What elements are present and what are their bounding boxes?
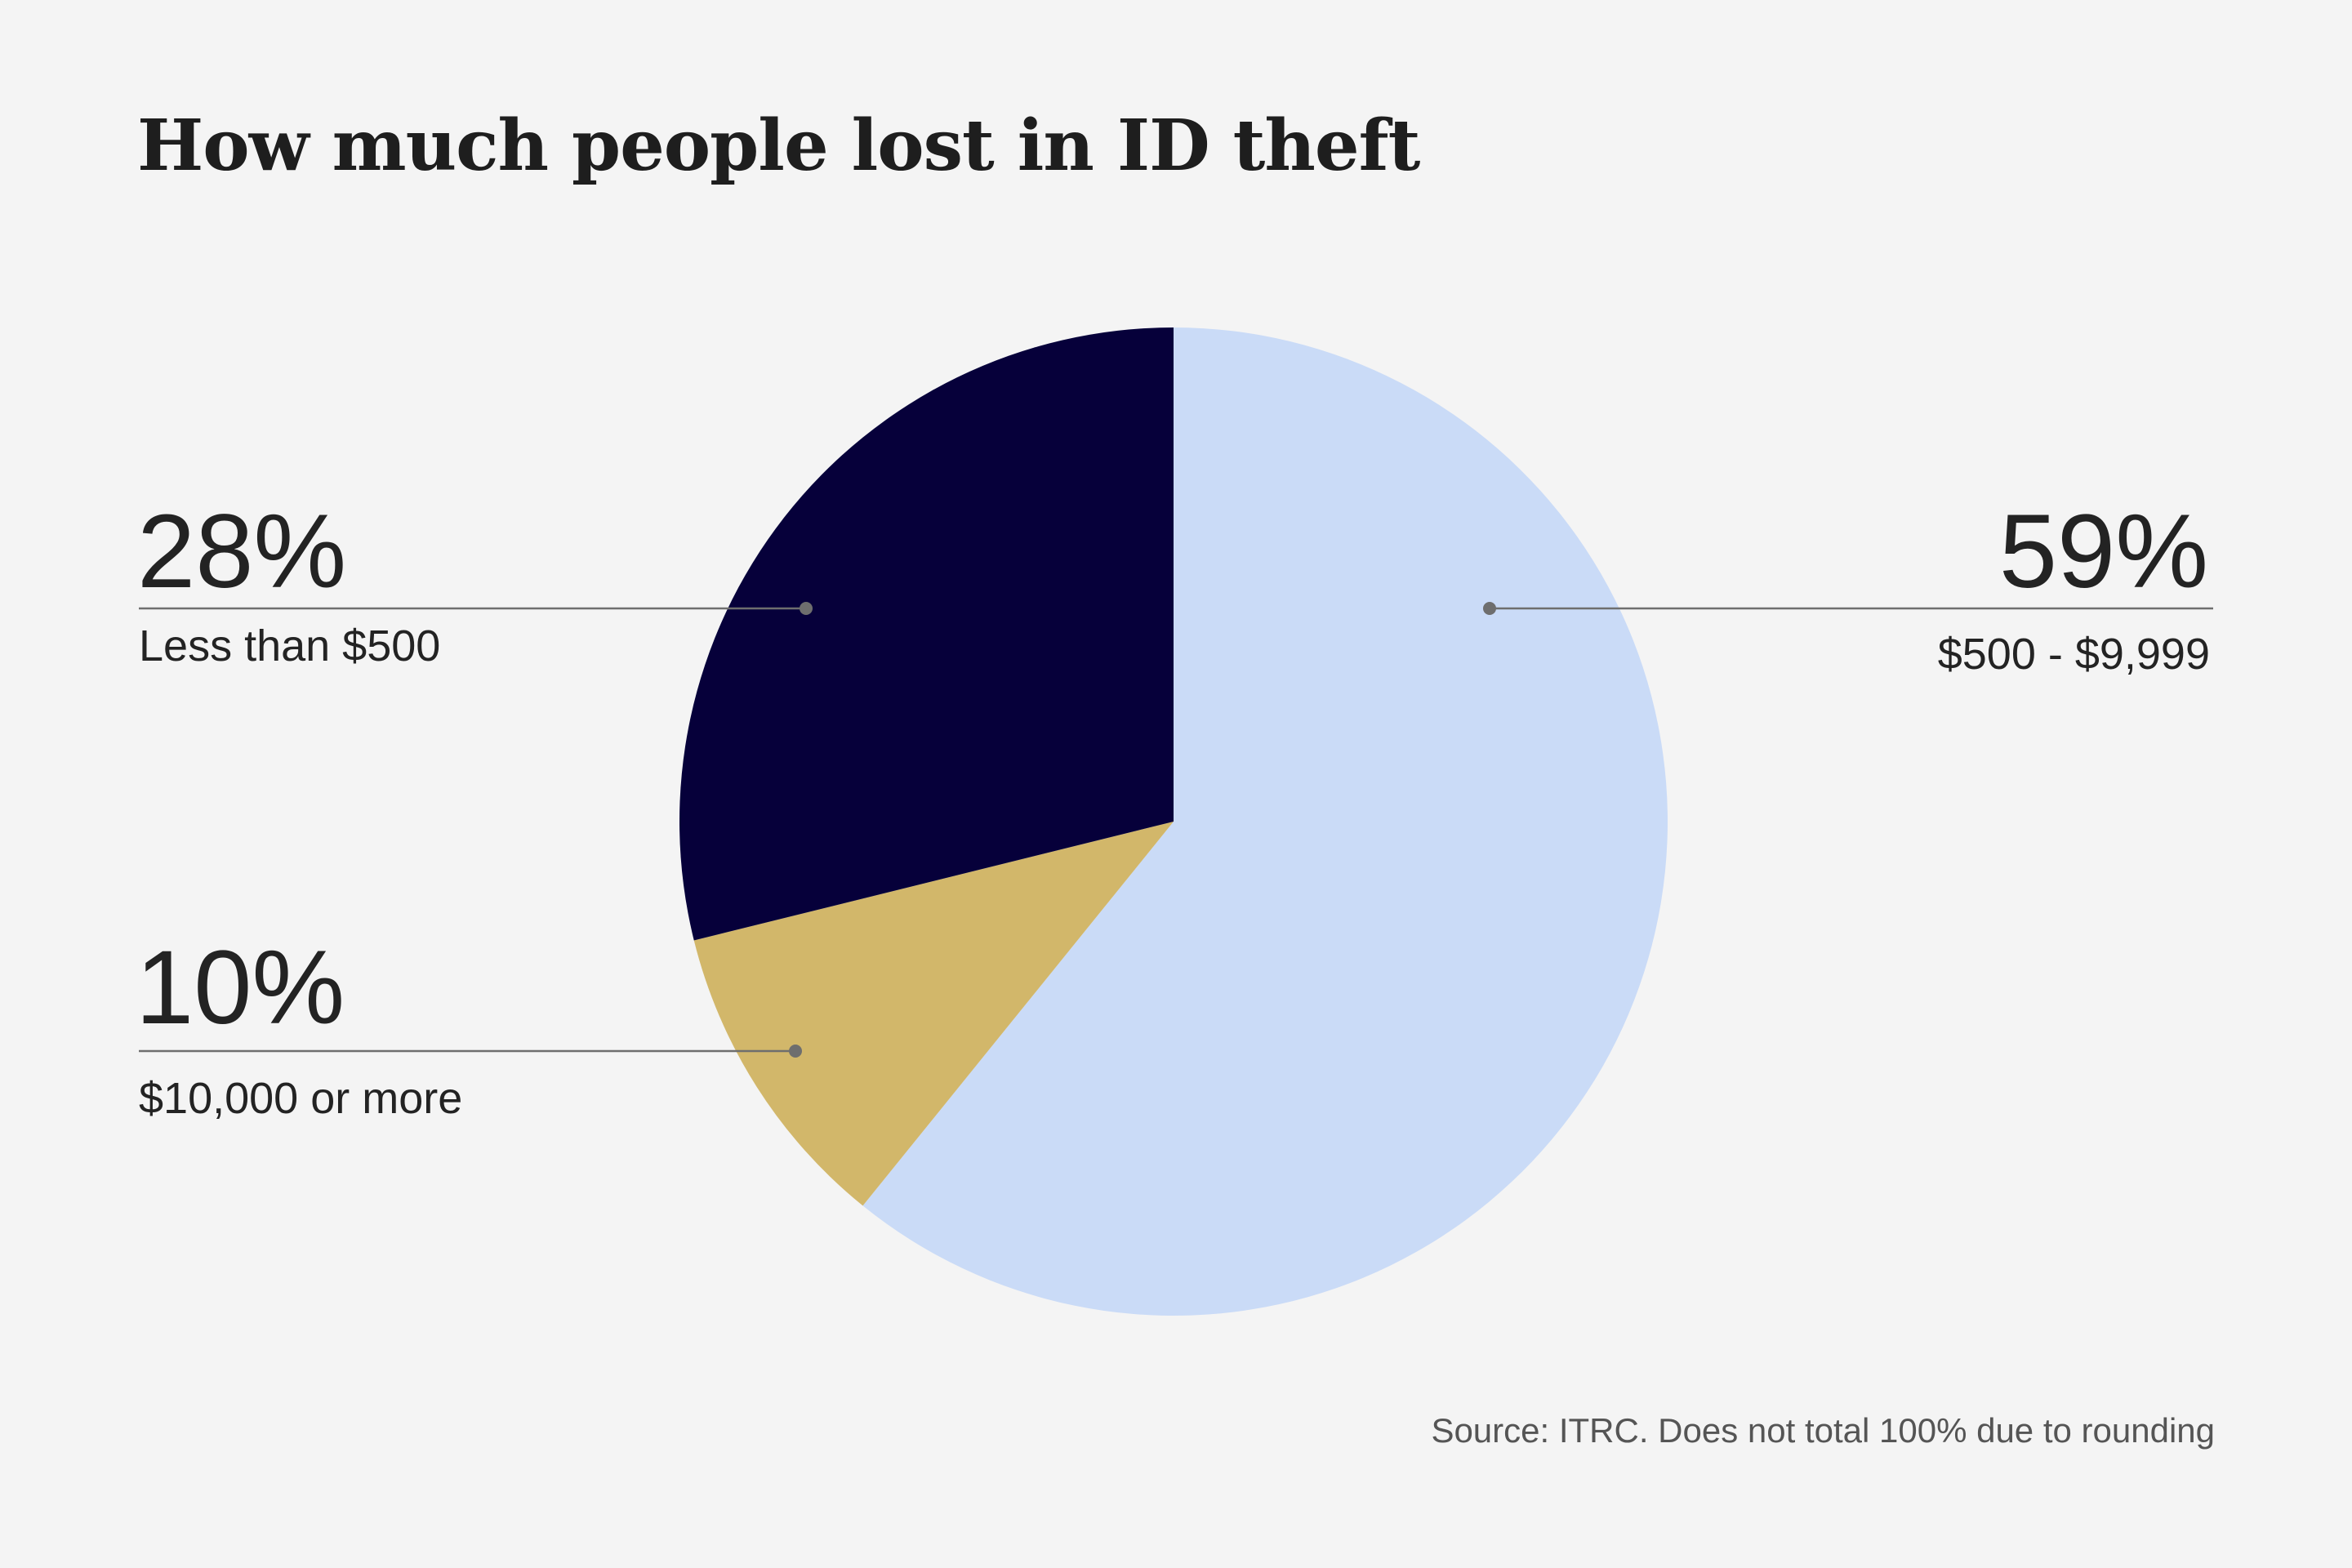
chart-title: How much people lost in ID theft (137, 105, 1420, 187)
slice-value-label-10000-or-more: 10% (136, 929, 345, 1046)
leader-dot-less-than-500 (800, 602, 813, 615)
pie-slice-10000-or-more (693, 822, 1174, 1206)
source-note: Source: ITRC. Does not total 100% due to… (1431, 1411, 2215, 1450)
leader-dot-10000-or-more (789, 1045, 802, 1058)
slice-category-label-less-than-500: Less than $500 (139, 621, 441, 670)
slice-category-label-500-9999: $500 - $9,999 (1937, 630, 2210, 679)
pie-slice-500-9999 (862, 327, 1668, 1316)
slice-category-label-10000-or-more: $10,000 or more (139, 1074, 463, 1123)
pie-slice-less-than-500 (679, 327, 1174, 941)
leader-dot-500-9999 (1483, 602, 1496, 615)
slice-value-label-500-9999: 59% (1998, 493, 2208, 610)
slice-value-label-less-than-500: 28% (137, 493, 347, 610)
